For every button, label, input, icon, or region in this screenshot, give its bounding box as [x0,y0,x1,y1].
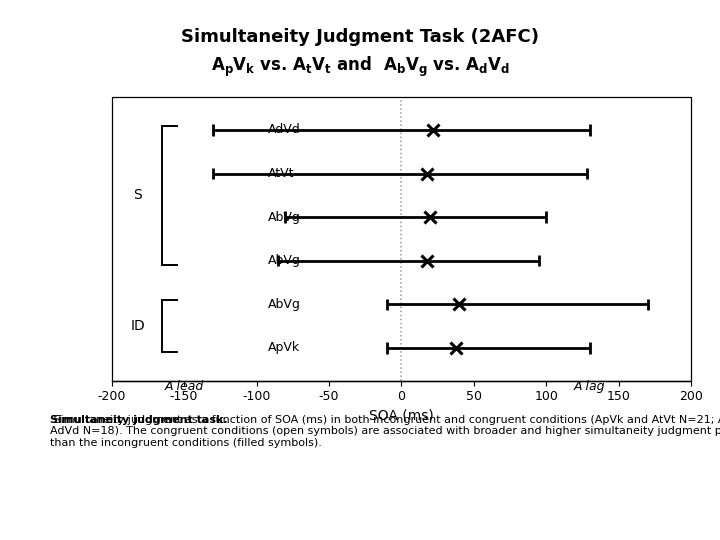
Text: AbVg: AbVg [268,298,301,311]
Text: AbVg: AbVg [268,211,301,224]
X-axis label: SOA (ms): SOA (ms) [369,409,433,423]
Text: ID: ID [130,319,145,333]
Text: Simultaneity Judgment Task (2AFC): Simultaneity Judgment Task (2AFC) [181,28,539,46]
Text: A lag: A lag [574,380,606,393]
Text: Simultaneity judgment task.: Simultaneity judgment task. [50,415,228,425]
Text: AbVg: AbVg [268,254,301,267]
Text: ApVk: ApVk [268,341,300,354]
Text: AtVt: AtVt [268,167,294,180]
Text: A lead: A lead [164,380,204,393]
Text: Simultaneity judgment as a function of SOA (ms) in both incongruent and congruen: Simultaneity judgment as a function of S… [50,415,720,448]
Text: AdVd: AdVd [268,124,301,137]
Text: $\mathbf{A_p}\mathbf{V_k}$ vs. $\mathbf{A_t}\mathbf{V_t}$ and  $\mathbf{A_b}\mat: $\mathbf{A_p}\mathbf{V_k}$ vs. $\mathbf{… [210,55,510,78]
Text: S: S [133,188,142,202]
